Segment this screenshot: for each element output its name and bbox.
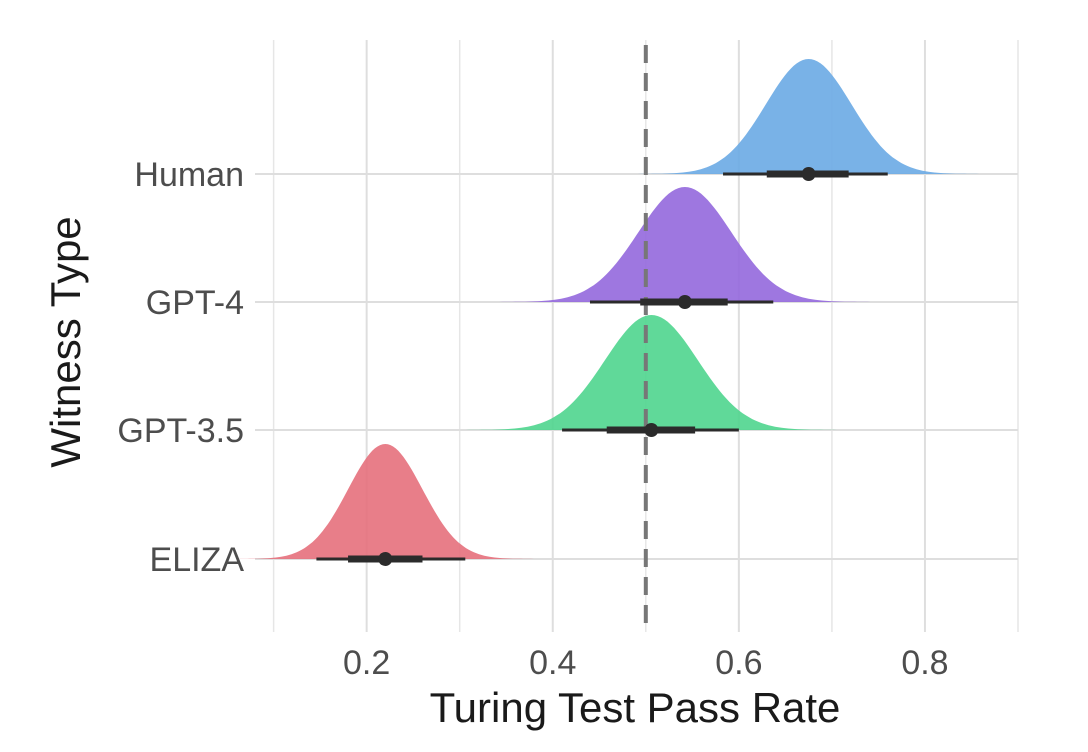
density-eliza (228, 444, 542, 559)
density-gpt-3-5 (456, 315, 847, 430)
y-label-eliza: ELIZA (150, 541, 245, 579)
x-tick-label: 0.4 (529, 644, 576, 682)
x-tick-label: 0.2 (343, 644, 390, 682)
x-tick-label: 0.8 (901, 644, 948, 682)
y-label-human: Human (134, 156, 244, 194)
x-axis-title: Turing Test Pass Rate (430, 684, 841, 731)
point-estimate-gpt-3-5 (644, 423, 659, 437)
density-human (628, 59, 989, 174)
x-axis-labels: 0.2 0.4 0.6 0.8 (343, 644, 949, 682)
density-gpt-4 (489, 187, 881, 302)
y-axis-title: Witness Type (42, 216, 89, 467)
y-label-gpt-3-5: GPT-3.5 (117, 412, 244, 450)
point-estimate-gpt-4 (677, 295, 692, 309)
interval-bars (316, 167, 888, 566)
density-ridges (228, 59, 989, 559)
y-axis-labels: Human GPT-4 GPT-3.5 ELIZA (117, 156, 244, 579)
y-label-gpt-4: GPT-4 (146, 284, 244, 322)
point-estimate-human (801, 167, 816, 181)
x-tick-label: 0.6 (715, 644, 762, 682)
point-estimate-eliza (378, 552, 393, 566)
